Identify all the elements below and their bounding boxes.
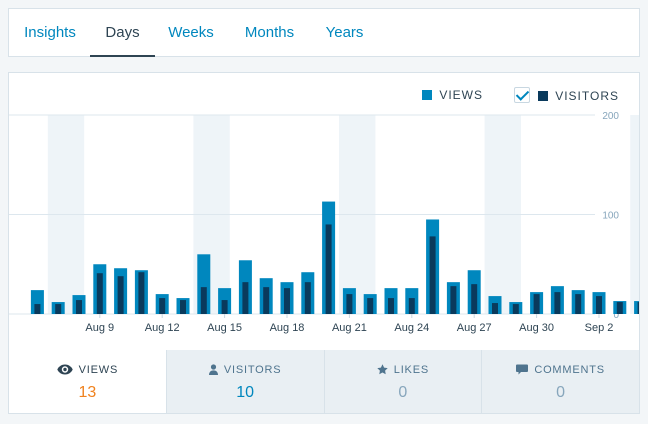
visitors-bar	[304, 282, 311, 314]
summary-visitors-value: 10	[236, 384, 255, 401]
legend-views-label: VIEWS	[439, 88, 483, 102]
eye-icon	[56, 364, 73, 375]
x-tick-label: Aug 9	[85, 322, 114, 334]
visitors-bar	[367, 298, 374, 314]
views-bar	[30, 290, 44, 314]
visitors-bar	[408, 298, 415, 314]
visitors-bar	[34, 304, 41, 314]
period-tabs: Insights Days Weeks Months Years	[8, 8, 640, 57]
visitors-bar	[637, 302, 639, 314]
visitors-bar	[263, 287, 270, 314]
summary-views-value: 13	[78, 384, 97, 401]
weekend-band	[630, 115, 639, 314]
visitors-bar	[471, 284, 478, 314]
visitors-bar	[138, 272, 145, 314]
views-bar	[197, 254, 211, 314]
tab-insights[interactable]: Insights	[24, 24, 76, 41]
visitors-bar	[616, 302, 623, 314]
visitors-checkbox[interactable]	[514, 87, 531, 103]
legend-views: VIEWS	[422, 87, 483, 103]
visitors-bar	[346, 294, 353, 314]
views-swatch	[422, 90, 433, 100]
x-tick-label: Aug 27	[457, 322, 492, 334]
visitors-bar	[492, 303, 498, 314]
summary-likes-label: LIKES	[393, 364, 429, 376]
visitors-bar	[429, 236, 436, 314]
summary-likes-value: 0	[398, 384, 408, 401]
summary-likes-label-row: LIKES	[325, 363, 482, 377]
visitors-bar	[533, 294, 540, 314]
summary-likes[interactable]: LIKES 0	[323, 350, 482, 413]
y-tick-label: 100	[602, 211, 619, 222]
y-tick-label: 0	[613, 310, 619, 321]
summary-views-label: VIEWS	[78, 364, 119, 376]
summary-visitors[interactable]: VISITORS 10	[165, 350, 324, 413]
summary-visitors-label: VISITORS	[223, 364, 282, 376]
x-tick-label: Aug 15	[207, 322, 242, 334]
visitors-bar	[554, 292, 561, 314]
summary-comments-value: 0	[556, 384, 566, 401]
visitors-bar	[180, 300, 186, 314]
visitors-bar	[117, 276, 124, 314]
summary-views[interactable]: VIEWS 13	[9, 350, 166, 413]
visitors-bar	[159, 298, 166, 314]
summary-tabs: VIEWS 13 VISITORS 10 LIKES 0 COMMENTS 0	[8, 350, 640, 414]
y-tick-label: 200	[602, 111, 619, 122]
stats-bar-chart: 200 100 0 Aug 9 Aug 12 Aug 15 Aug 18 Aug 21 Aug …	[9, 111, 639, 334]
legend-visitors-label: VISITORS	[555, 89, 619, 103]
visitors-bar	[200, 287, 207, 314]
legend-visitors-toggle[interactable]: VISITORS	[514, 87, 619, 103]
x-tick-label: Aug 18	[270, 322, 305, 334]
comment-icon	[516, 364, 529, 375]
tab-weeks[interactable]: Weeks	[168, 24, 214, 41]
tab-days[interactable]: Days	[90, 9, 155, 57]
summary-views-label-row: VIEWS	[9, 363, 166, 377]
visitors-bar	[325, 224, 332, 314]
summary-comments[interactable]: COMMENTS 0	[481, 350, 639, 413]
visitors-bar	[284, 288, 290, 314]
summary-comments-label: COMMENTS	[534, 364, 605, 376]
visitors-bar	[55, 304, 62, 314]
star-icon	[377, 364, 388, 375]
tab-months[interactable]: Months	[244, 24, 295, 41]
visitors-bar	[76, 300, 82, 314]
summary-comments-label-row: COMMENTS	[482, 363, 639, 377]
visitors-bar	[96, 273, 103, 314]
x-tick-label: Aug 24	[394, 322, 429, 334]
visitors-swatch	[538, 91, 549, 101]
visitors-bar	[512, 304, 519, 314]
person-icon	[208, 364, 218, 375]
tab-years[interactable]: Years	[325, 24, 364, 41]
x-tick-label: Aug 21	[332, 322, 367, 334]
x-tick-label: Sep 2	[585, 322, 614, 334]
summary-visitors-label-row: VISITORS	[167, 363, 324, 377]
x-tick-label: Aug 12	[145, 322, 180, 334]
visitors-bar	[242, 282, 249, 314]
visitors-bar	[388, 298, 394, 314]
views-bar	[634, 301, 639, 314]
visitors-bar	[575, 294, 582, 314]
visitors-bar	[450, 286, 457, 314]
x-tick-label: Aug 30	[519, 322, 554, 334]
visitors-bar	[596, 296, 602, 314]
visitors-bar	[221, 300, 228, 314]
